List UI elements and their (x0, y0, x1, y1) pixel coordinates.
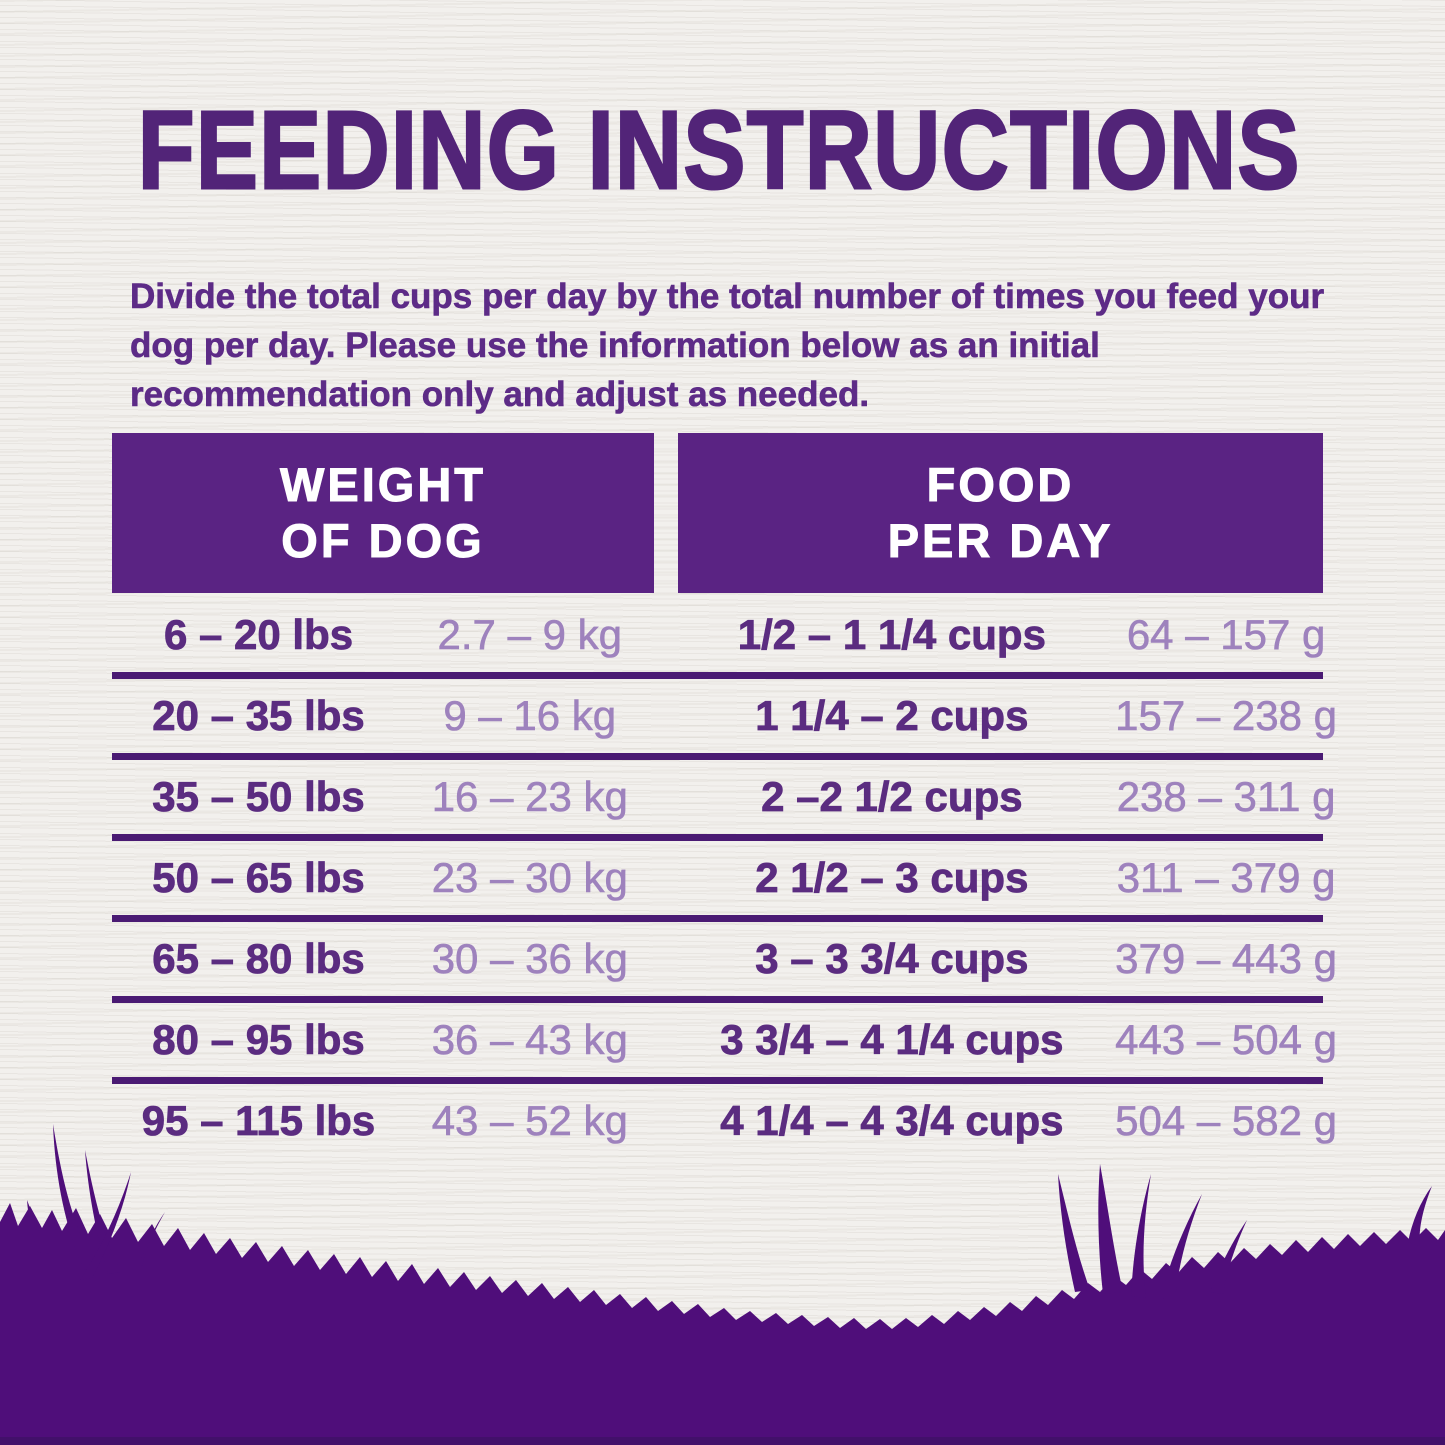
food-cups: 4 1/4 – 4 3/4 cups (720, 1097, 1064, 1145)
table-row: 80 – 95 lbs 36 – 43 kg 3 3/4 – 4 1/4 cup… (112, 1003, 1337, 1084)
feeding-table-body: 6 – 20 lbs 2.7 – 9 kg 1/2 – 1 1/4 cups 6… (112, 598, 1337, 1158)
grass-silhouette-graphic (0, 1124, 1445, 1445)
weight-kg: 16 – 23 kg (431, 773, 628, 821)
food-cups: 1 1/4 – 2 cups (755, 692, 1029, 740)
table-row: 20 – 35 lbs 9 – 16 kg 1 1/4 – 2 cups 157… (112, 679, 1337, 760)
header-food-per-day: FOOD PER DAY (678, 433, 1323, 593)
weight-kg: 23 – 30 kg (431, 854, 628, 902)
weight-lbs: 95 – 115 lbs (141, 1097, 376, 1145)
food-cups: 2 –2 1/2 cups (761, 773, 1023, 821)
food-grams: 238 – 311 g (1116, 773, 1336, 821)
food-grams: 504 – 582 g (1115, 1097, 1338, 1145)
weight-lbs: 6 – 20 lbs (163, 611, 354, 659)
weight-lbs: 20 – 35 lbs (152, 692, 365, 740)
food-grams: 64 – 157 g (1126, 611, 1326, 659)
food-cups: 3 – 3 3/4 cups (755, 935, 1029, 983)
food-cups: 3 3/4 – 4 1/4 cups (720, 1016, 1064, 1064)
weight-kg: 30 – 36 kg (431, 935, 628, 983)
intro-text: Divide the total cups per day by the tot… (130, 277, 1325, 415)
food-grams: 379 – 443 g (1115, 935, 1338, 983)
header-food-line2: PER DAY (887, 513, 1114, 567)
table-row: 35 – 50 lbs 16 – 23 kg 2 –2 1/2 cups 238… (112, 760, 1336, 841)
table-row: 6 – 20 lbs 2.7 – 9 kg 1/2 – 1 1/4 cups 6… (112, 598, 1326, 679)
weight-kg: 43 – 52 kg (431, 1097, 628, 1145)
header-weight-of-dog: WEIGHT OF DOG (112, 433, 654, 593)
weight-kg: 2.7 – 9 kg (437, 611, 622, 659)
header-weight-line2: OF DOG (281, 513, 485, 567)
weight-kg: 36 – 43 kg (431, 1016, 628, 1064)
food-grams: 311 – 379 g (1116, 854, 1336, 902)
food-cups: 1/2 – 1 1/4 cups (737, 611, 1046, 659)
food-grams: 443 – 504 g (1115, 1016, 1338, 1064)
weight-lbs: 80 – 95 lbs (152, 1016, 365, 1064)
table-row: 50 – 65 lbs 23 – 30 kg 2 1/2 – 3 cups 31… (112, 841, 1336, 922)
weight-lbs: 35 – 50 lbs (152, 773, 365, 821)
table-header: WEIGHT OF DOG FOOD PER DAY (112, 433, 1323, 593)
food-cups: 2 1/2 – 3 cups (755, 854, 1029, 902)
table-row: 95 – 115 lbs 43 – 52 kg 4 1/4 – 4 3/4 cu… (112, 1084, 1337, 1158)
weight-lbs: 65 – 80 lbs (152, 935, 365, 983)
weight-lbs: 50 – 65 lbs (152, 854, 365, 902)
table-row: 65 – 80 lbs 30 – 36 kg 3 – 3 3/4 cups 37… (112, 922, 1337, 1003)
header-weight-line1: WEIGHT (280, 457, 486, 511)
food-grams: 157 – 238 g (1115, 692, 1338, 740)
weight-kg: 9 – 16 kg (443, 692, 617, 740)
header-food-line1: FOOD (926, 457, 1075, 511)
page-title: FEEDING INSTRUCTIONS (137, 89, 1301, 212)
